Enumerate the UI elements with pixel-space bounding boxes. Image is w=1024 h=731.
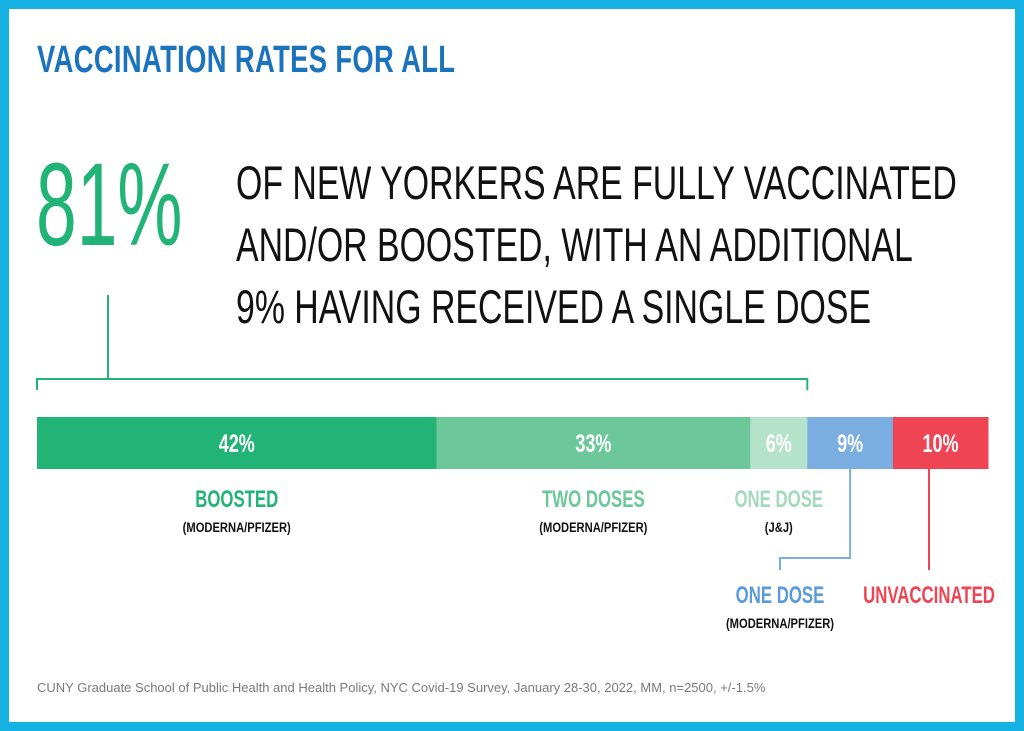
headline-line: AND/OR BOOSTED, WITH AN ADDITIONAL xyxy=(236,218,913,271)
bar-segment xyxy=(750,417,808,469)
bar-segment xyxy=(807,417,894,469)
headline-text: OF NEW YORKERS ARE FULLY VACCINATED AND/… xyxy=(236,152,957,338)
bar-segment xyxy=(37,417,437,469)
infographic-title: VACCINATION RATES FOR ALL xyxy=(37,39,456,81)
category-label: ONE DOSE xyxy=(734,486,823,513)
headline-big-number: 81% xyxy=(36,139,183,271)
bar-value-label-group: 9% xyxy=(837,429,863,458)
bar-value-label: 6% xyxy=(766,429,792,458)
bar-value-label-group: 33% xyxy=(575,429,611,458)
category-sublabel-group: (MODERNA/PFIZER) xyxy=(726,616,834,631)
bar-value-label: 33% xyxy=(575,429,611,458)
category-sublabel: (MODERNA/PFIZER) xyxy=(726,616,834,631)
bar-value-label-group: 6% xyxy=(766,429,792,458)
bracket-line xyxy=(36,378,809,390)
category-label-group: ONE DOSE xyxy=(736,582,825,609)
bar-value-label-group: 10% xyxy=(922,429,958,458)
category-label-group: UNVACCINATED xyxy=(863,582,995,609)
source-note: CUNY Graduate School of Public Health an… xyxy=(37,680,766,695)
category-label: BOOSTED xyxy=(195,486,278,513)
bar-segment xyxy=(436,417,751,469)
bar-value-label: 9% xyxy=(837,429,863,458)
category-label: TWO DOSES xyxy=(542,486,645,513)
category-sublabel-group: (MODERNA/PFIZER) xyxy=(539,520,647,535)
bar-value-label: 10% xyxy=(922,429,958,458)
category-sublabel-group: (J&J) xyxy=(765,520,793,535)
headline-line: OF NEW YORKERS ARE FULLY VACCINATED xyxy=(236,156,957,209)
bar-segment xyxy=(892,417,989,469)
category-sublabel: (MODERNA/PFIZER) xyxy=(539,520,647,535)
category-label-group: BOOSTED xyxy=(195,486,278,513)
category-label: UNVACCINATED xyxy=(863,582,995,609)
category-sublabel-group: (MODERNA/PFIZER) xyxy=(183,520,291,535)
bar-value-label: 42% xyxy=(219,429,255,458)
leader-line xyxy=(779,469,852,570)
category-sublabel: (J&J) xyxy=(765,520,793,535)
headline-line: 9% HAVING RECEIVED A SINGLE DOSE xyxy=(236,280,872,333)
category-label-group: TWO DOSES xyxy=(542,486,645,513)
category-label-group: ONE DOSE xyxy=(734,486,823,513)
category-label: ONE DOSE xyxy=(736,582,825,609)
bar-value-label-group: 42% xyxy=(219,429,255,458)
category-sublabel: (MODERNA/PFIZER) xyxy=(183,520,291,535)
